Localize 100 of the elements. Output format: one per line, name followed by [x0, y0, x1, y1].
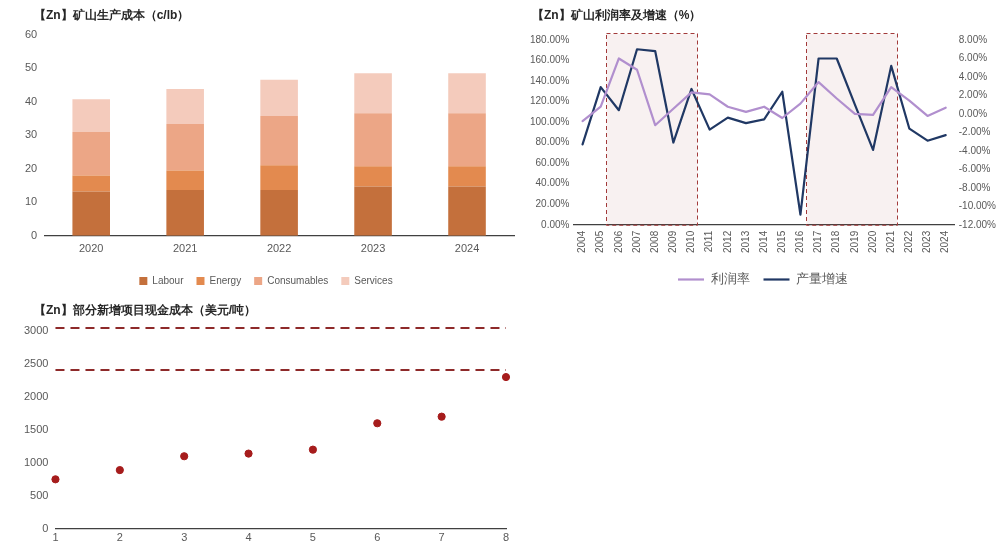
x-tick-label: 2023: [921, 230, 933, 253]
y2-tick-label: 6.00%: [958, 52, 988, 64]
x-tick-label: 2016: [794, 230, 806, 253]
point: [373, 419, 382, 428]
legend-label: Labour: [152, 274, 185, 286]
bar: [72, 175, 110, 192]
y-tick-label: 40: [24, 94, 38, 107]
bar: [448, 113, 486, 167]
y2-tick-label: -10.00%: [958, 200, 997, 212]
y-tick-label: 500: [30, 488, 49, 501]
bar: [448, 166, 486, 187]
y-tick-label: 20.00%: [535, 197, 570, 209]
x-tick-label: 8: [502, 531, 510, 544]
y-tick-label: 2000: [23, 389, 49, 402]
y-tick-label: 40.00%: [535, 177, 570, 189]
legend-label: Consumables: [267, 274, 329, 286]
x-tick-label: 2006: [612, 230, 624, 253]
bar: [260, 79, 298, 116]
x-tick-label: 2011: [703, 230, 715, 253]
legend-label: 利润率: [710, 271, 750, 287]
point: [308, 445, 318, 454]
y2-tick-label: -6.00%: [958, 163, 991, 175]
y2-tick-label: 0.00%: [958, 107, 988, 119]
point: [180, 452, 189, 461]
x-tick-label: 3: [181, 531, 188, 544]
y2-tick-label: -4.00%: [958, 144, 991, 156]
bar: [448, 73, 486, 114]
y-tick-label: 3000: [23, 323, 49, 336]
y-tick-label: 0: [42, 521, 49, 534]
bar: [72, 99, 110, 133]
x-tick-label: 2015: [776, 230, 788, 253]
y-tick-label: 100.00%: [529, 115, 570, 127]
x-tick-label: 2017: [812, 230, 824, 253]
bar: [260, 165, 298, 190]
bar: [260, 115, 298, 166]
x-tick-label: 2023: [360, 242, 386, 255]
x-tick-label: 2012: [721, 230, 733, 253]
y-tick-label: 0: [31, 228, 38, 241]
y-tick-label: 1000: [23, 455, 49, 468]
x-tick-label: 6: [374, 531, 381, 544]
y2-tick-label: 4.00%: [958, 70, 988, 82]
bar: [166, 170, 204, 190]
x-tick-label: 2024: [939, 230, 951, 253]
y-tick-label: 60: [24, 28, 38, 41]
x-tick-label: 2022: [903, 230, 915, 253]
x-tick-label: 2014: [757, 230, 769, 253]
bar: [166, 88, 204, 125]
x-tick-label: 2004: [576, 230, 588, 253]
bar: [354, 73, 392, 114]
x-tick-label: 2020: [866, 230, 878, 253]
bar: [72, 132, 110, 176]
legend-label: Services: [354, 274, 393, 286]
y-tick-label: 30: [24, 128, 38, 141]
bar: [448, 186, 486, 236]
point: [115, 465, 124, 475]
x-tick-label: 4: [245, 531, 252, 544]
x-tick-label: 2013: [739, 230, 751, 253]
legend-label: Energy: [209, 274, 242, 286]
x-tick-label: 5: [309, 531, 316, 544]
y-tick-label: 180.00%: [529, 33, 570, 45]
x-tick-label: 2021: [172, 242, 198, 255]
y2-tick-label: 2.00%: [958, 89, 988, 101]
x-tick-label: 2008: [648, 230, 660, 253]
y-tick-label: 60.00%: [535, 156, 570, 168]
y2-tick-label: -12.00%: [958, 218, 997, 230]
x-tick-label: 2022: [266, 242, 292, 255]
point: [501, 372, 511, 382]
y-tick-label: 160.00%: [529, 54, 570, 66]
bar: [354, 186, 392, 236]
y-tick-label: 80.00%: [535, 136, 570, 148]
bar: [166, 189, 204, 236]
x-tick-label: 2010: [685, 230, 697, 253]
x-tick-label: 1: [52, 531, 59, 544]
bar: [354, 113, 392, 167]
bar: [354, 166, 392, 187]
y-tick-label: 120.00%: [529, 95, 570, 107]
y-tick-label: 50: [24, 61, 38, 74]
point: [244, 449, 253, 458]
y2-tick-label: -2.00%: [958, 126, 991, 138]
x-tick-label: 2009: [667, 230, 679, 253]
legend-label: 产量增速: [796, 271, 848, 287]
y-tick-label: 1500: [23, 422, 49, 435]
x-tick-label: 2018: [830, 230, 842, 253]
chart-title: 【Zn】部分新增项目现金成本（美元/吨）: [34, 302, 256, 319]
y-tick-label: 10: [24, 195, 38, 208]
chart-title: 【Zn】矿山生产成本（c/lb）: [34, 7, 190, 24]
x-tick-label: 2007: [630, 230, 642, 253]
x-tick-label: 7: [438, 531, 445, 544]
x-tick-label: 2021: [884, 230, 896, 253]
x-tick-label: 2005: [594, 230, 606, 253]
x-tick-label: 2020: [78, 242, 104, 255]
bar: [260, 189, 298, 236]
y2-tick-label: -8.00%: [958, 181, 991, 193]
bar: [166, 124, 204, 171]
y-tick-label: 140.00%: [529, 74, 570, 86]
y-tick-label: 2500: [23, 356, 49, 369]
y-tick-label: 20: [24, 161, 38, 174]
point: [51, 475, 60, 484]
x-tick-label: 2019: [848, 230, 860, 253]
x-tick-label: 2024: [454, 242, 480, 255]
